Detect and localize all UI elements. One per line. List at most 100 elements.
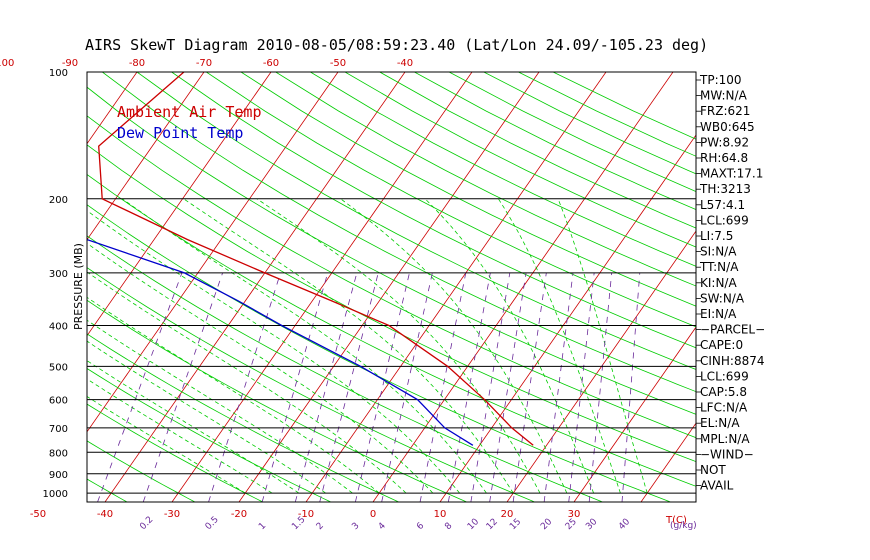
dry-adiabat-line	[102, 72, 696, 393]
top-tick-label: -90	[62, 58, 78, 69]
dry-adiabat-line	[344, 72, 696, 248]
pressure-tick-label: 600	[49, 396, 68, 407]
mixing-tick-label: 3	[350, 521, 361, 532]
bottom-tick-label: -50	[30, 509, 46, 520]
top-temperature-ticks: -120-110-100-90-80-70-60-50-40	[0, 58, 413, 69]
pressure-tick-label: 800	[49, 448, 68, 459]
stat-item: MAXT:17.1	[700, 167, 763, 181]
bottom-tick-label: -10	[298, 509, 314, 520]
dry-adiabat-line	[414, 72, 696, 211]
legend-dew-point-temp: Dew Point Temp	[117, 124, 243, 142]
top-tick-label: -40	[397, 58, 413, 69]
bottom-tick-label: 10	[434, 509, 447, 520]
dry-adiabat-line	[87, 440, 196, 502]
dry-adiabat-line	[240, 72, 696, 307]
mixing-ratio-line	[621, 272, 641, 502]
bottom-tick-label: -30	[164, 509, 180, 520]
mixing-tick-label: 20	[539, 517, 554, 532]
stat-item: SW:N/A	[700, 291, 745, 305]
stat-item: TP:100	[699, 73, 742, 87]
moist-adiabat-line	[424, 198, 594, 494]
mixing-unit-label: (g/kg)	[670, 521, 697, 531]
stat-item: TT:N/A	[699, 260, 739, 274]
bottom-tick-label: 0	[370, 509, 376, 520]
pressure-tick-label: 300	[49, 269, 68, 280]
isotherm-line	[640, 422, 696, 502]
dry-adiabat-line	[87, 86, 696, 415]
stat-item: L57:4.1	[700, 198, 745, 212]
mixing-ratio-line	[489, 272, 527, 502]
mixing-ratio-line	[208, 272, 281, 502]
mixing-tick-label: 40	[617, 517, 632, 532]
mixing-ratio-line	[294, 272, 358, 502]
mixing-ratio-line	[261, 272, 329, 502]
stat-item: NOT	[700, 463, 726, 477]
pressure-tick-label: 900	[49, 470, 68, 481]
mixing-tick-label: 0.5	[204, 515, 221, 532]
mixing-ratio-line	[381, 272, 433, 502]
pressure-tick-label: 1000	[43, 489, 68, 500]
temperature-unit-label: T(C)	[665, 515, 687, 526]
bottom-tick-label: 30	[568, 509, 581, 520]
dry-adiabat-line	[87, 478, 128, 502]
isotherm-line	[87, 72, 272, 337]
stat-item: EI:N/A	[700, 307, 737, 321]
chart-title: AIRS SkewT Diagram 2010-08-05/08:59:23.4…	[85, 36, 708, 54]
pressure-tick-label: 700	[49, 424, 68, 435]
dry-adiabat-line	[87, 204, 671, 502]
dry-adiabat-line	[275, 72, 696, 287]
mixing-ratio-ticks: 0.2 0.5 1 1.5 2 3 4 6 8 10 12 15 20 25 30 40	[138, 515, 632, 532]
stat-item: AVAIL	[700, 479, 734, 493]
stat-item: −PARCEL−	[700, 323, 765, 337]
mixing-tick-label: 2	[315, 521, 326, 532]
mixing-ratio-line	[354, 272, 410, 502]
profiles	[87, 72, 534, 446]
mixing-tick-label: 6	[415, 521, 426, 532]
isotherm-line	[238, 72, 540, 502]
dry-adiabat-line	[379, 72, 696, 229]
pressure-tick-label: 500	[49, 362, 68, 373]
isotherm-line	[573, 326, 696, 502]
stat-item: FRZ:621	[700, 104, 750, 118]
ambient-air-temp-line	[98, 72, 534, 446]
bottom-tick-label: -40	[97, 509, 113, 520]
bottom-tick-label: 20	[501, 509, 514, 520]
moist-adiabat-line	[87, 360, 300, 494]
dry-adiabat-line	[87, 368, 331, 502]
pressure-tick-label: 200	[49, 195, 68, 206]
dry-adiabat-line	[87, 267, 535, 502]
isotherm-line	[506, 230, 696, 502]
stat-item: MPL:N/A	[700, 432, 750, 446]
mixing-ratio-line	[588, 272, 613, 502]
top-tick-label: -100	[0, 58, 14, 69]
moist-adiabat-line	[87, 271, 407, 494]
isotherm-line	[0, 72, 3, 502]
top-tick-label: -70	[196, 58, 212, 69]
legend-ambient-air-temp: Ambient Air Temp	[117, 103, 262, 121]
dry-adiabat-line	[87, 115, 696, 439]
stat-item: MW:N/A	[700, 89, 748, 103]
moist-adiabat-line	[87, 378, 273, 494]
dry-adiabat-line	[87, 403, 263, 502]
isotherm-line	[372, 72, 674, 502]
isotherm-line	[775, 72, 870, 502]
dry-adiabat-line	[136, 72, 696, 370]
top-tick-label: -50	[330, 58, 346, 69]
bottom-tick-label: -20	[231, 509, 247, 520]
mixing-ratio-line	[97, 272, 183, 502]
pressure-ticks: 100 200 300 400 500 600 700 800 900 1000	[43, 68, 68, 500]
top-tick-label: -60	[263, 58, 279, 69]
stat-item: KI:N/A	[700, 276, 737, 290]
stat-item: −WIND−	[700, 447, 754, 461]
stat-item: CAP:5.8	[700, 385, 747, 399]
mixing-ratio-line	[543, 272, 574, 502]
dry-adiabat-line	[171, 72, 696, 349]
mixing-tick-label: 0.2	[138, 515, 155, 532]
mixing-ratio-line	[470, 272, 511, 502]
moist-adiabat-line	[256, 198, 541, 494]
dry-adiabat-line	[87, 144, 696, 463]
stat-item: PW:8.92	[700, 135, 749, 149]
mixing-tick-label: 4	[377, 521, 388, 532]
stat-item: CINH:8874	[700, 354, 765, 368]
